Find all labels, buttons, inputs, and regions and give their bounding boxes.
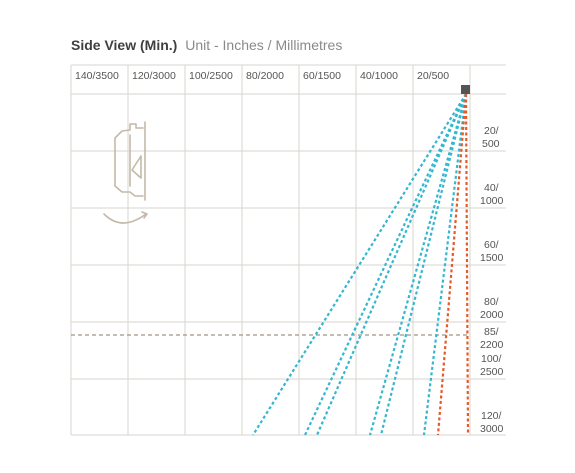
x-label-60: 60/1500 — [303, 70, 341, 82]
blue-beam-3 — [315, 93, 468, 436]
y-label-60-b: 1500 — [480, 252, 504, 264]
y-label-100-a: 100/ — [481, 353, 502, 365]
blue-beam-1 — [252, 93, 467, 436]
y-label-120-b: 3000 — [480, 423, 504, 435]
y-label-85-a: 85/ — [484, 326, 499, 338]
orange-beam-1 — [436, 93, 468, 436]
y-label-80-b: 2000 — [480, 309, 504, 321]
sensor-icon — [461, 85, 470, 94]
y-label-85-b: 2200 — [480, 339, 504, 351]
blue-beam-2 — [304, 93, 467, 436]
x-label-80: 80/2000 — [246, 70, 284, 82]
vertical-gridlines — [70, 65, 471, 435]
blue-detection-beams — [252, 93, 468, 436]
x-label-120: 120/3000 — [132, 70, 176, 82]
orange-beam-2 — [464, 93, 470, 436]
blue-beam-4 — [368, 93, 468, 436]
x-axis-labels: 140/3500 120/3000 100/2500 80/2000 60/15… — [75, 70, 449, 82]
x-label-100: 100/2500 — [189, 70, 233, 82]
y-label-120-a: 120/ — [481, 410, 502, 422]
y-axis-labels: 20/ 500 40/ 1000 60/ 1500 80/ 2000 85/ 2… — [480, 125, 504, 435]
blue-beam-5 — [379, 93, 468, 436]
x-label-40: 40/1000 — [360, 70, 398, 82]
title-units: Unit - Inches / Millimetres — [185, 37, 343, 53]
y-label-80-a: 80/ — [484, 296, 499, 308]
horizontal-gridlines — [71, 93, 506, 380]
y-label-100-b: 2500 — [480, 366, 504, 378]
blue-beam-6 — [422, 93, 468, 436]
y-label-40-b: 1000 — [480, 195, 504, 207]
y-label-60-a: 60/ — [484, 239, 499, 251]
x-label-140: 140/3500 — [75, 70, 119, 82]
y-label-40-a: 40/ — [484, 182, 499, 194]
sensor-illustration-icon — [103, 121, 148, 224]
title-main: Side View (Min.) — [71, 37, 178, 53]
x-label-20: 20/500 — [417, 70, 449, 82]
diagram-title: Side View (Min.) Unit - Inches / Millime… — [71, 37, 342, 53]
orange-detection-beams — [436, 93, 470, 436]
y-label-20-b: 500 — [482, 138, 500, 150]
y-label-20-a: 20/ — [484, 125, 499, 137]
